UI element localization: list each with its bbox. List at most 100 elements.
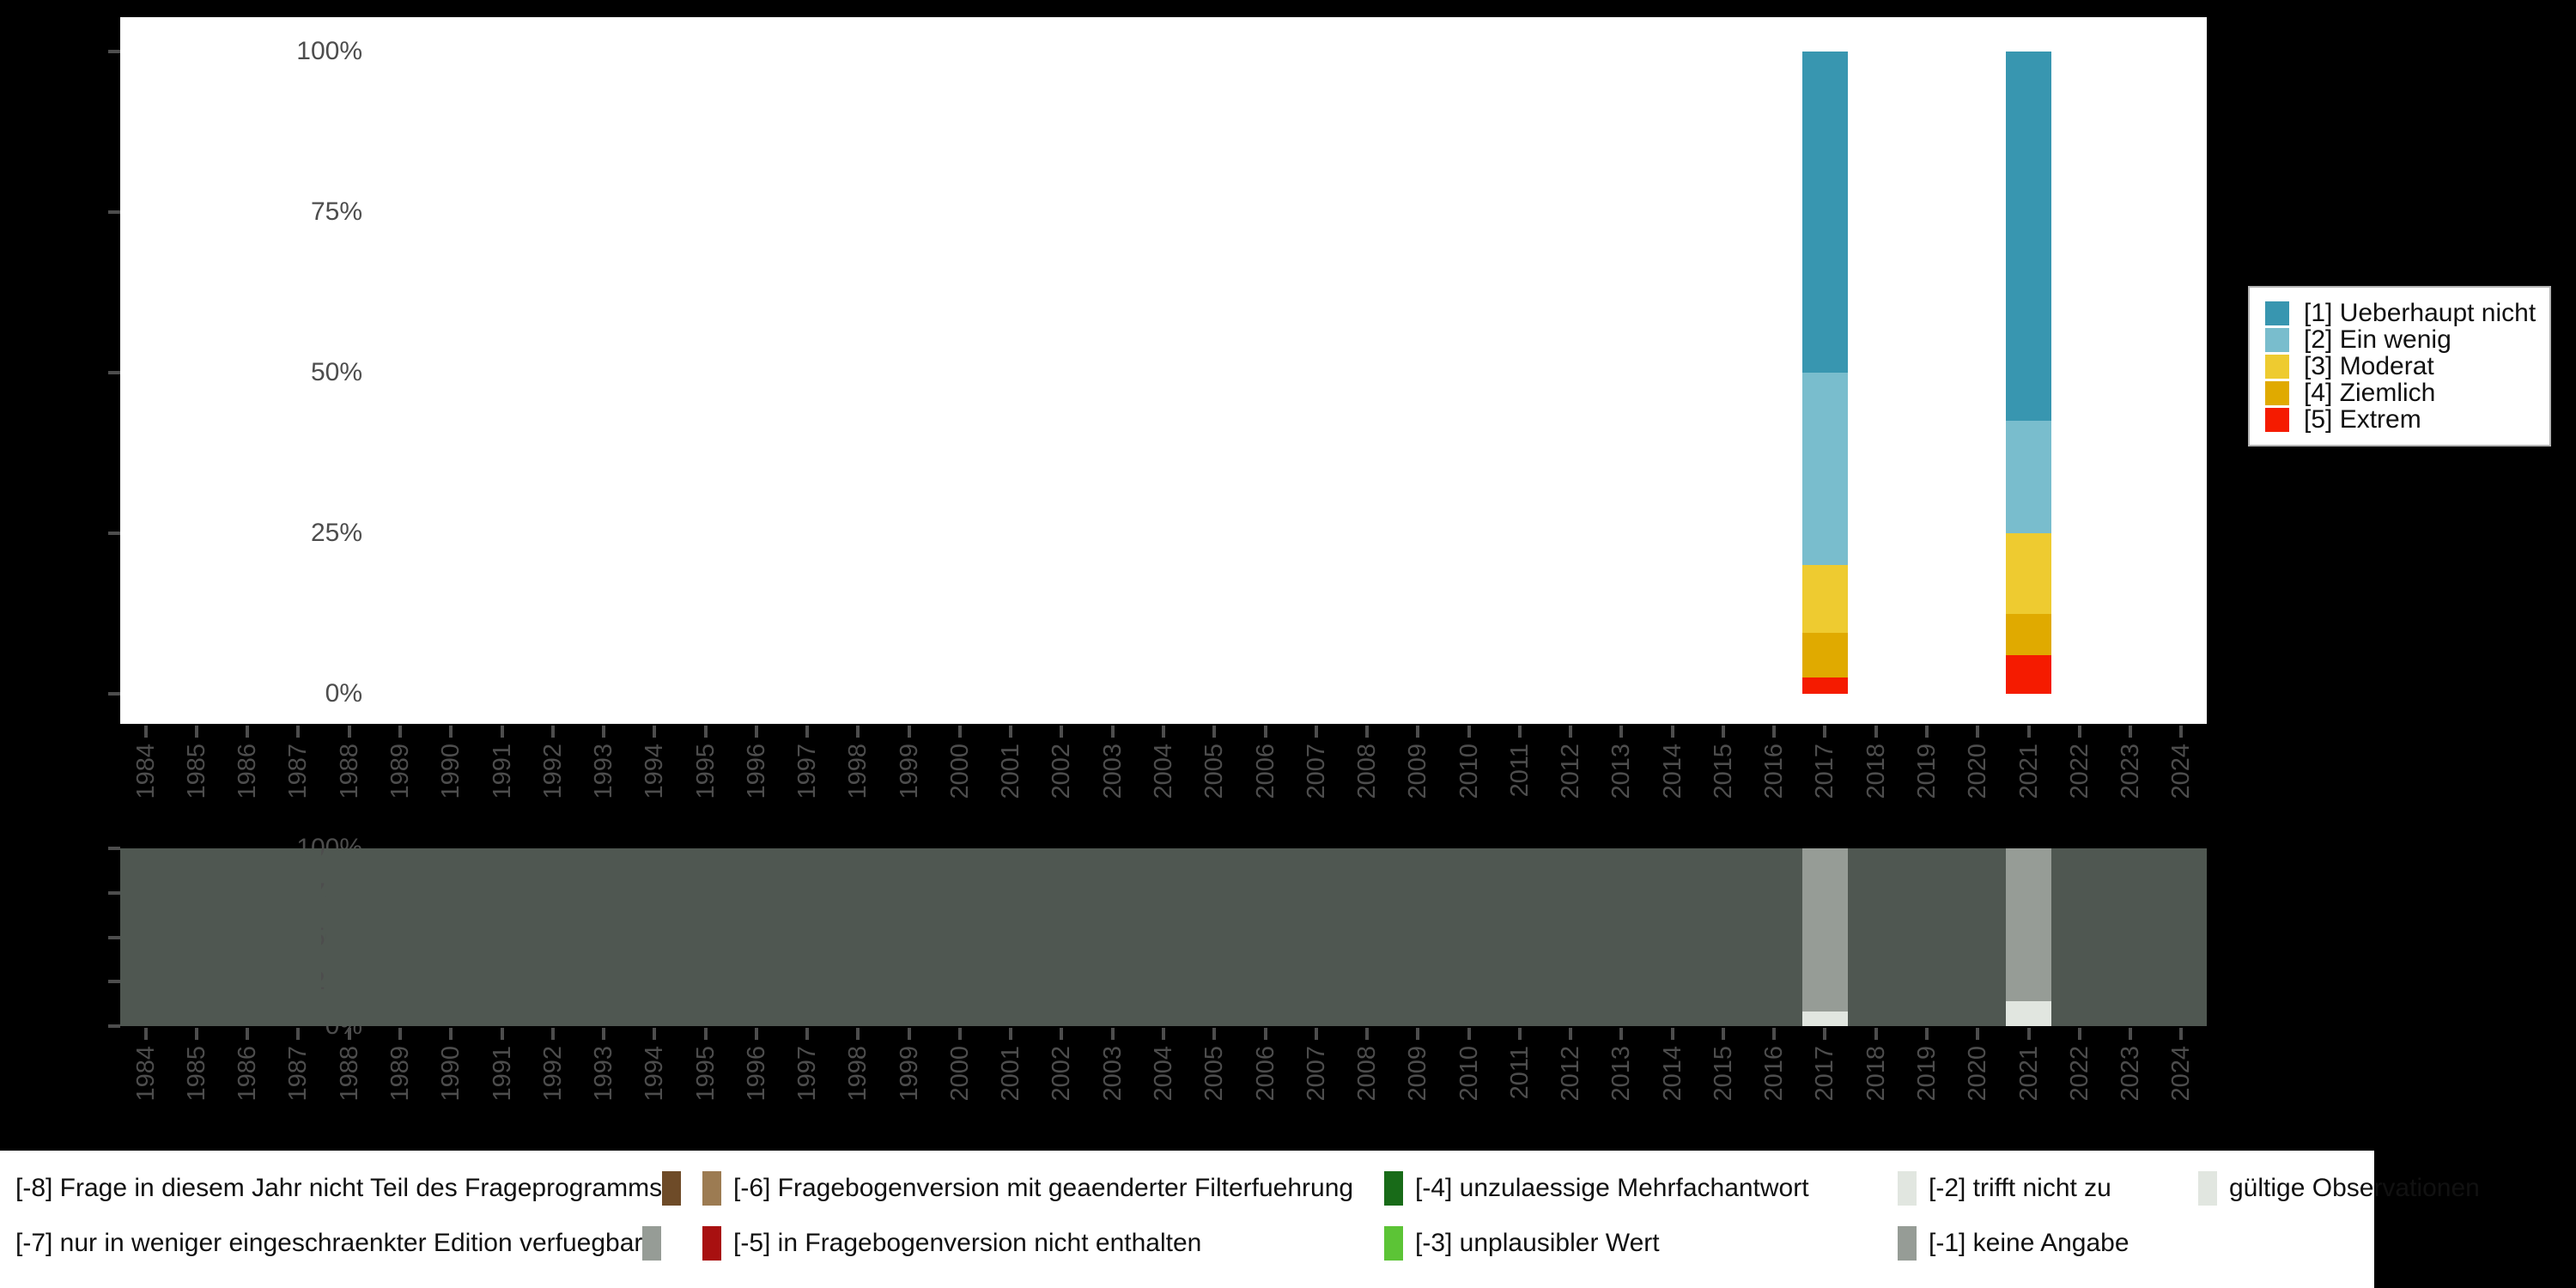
missings-bar <box>733 848 780 1026</box>
top-x-tick-label: 1992 <box>538 744 567 799</box>
missings-bar-segment <box>1090 848 1136 1026</box>
missings-bar <box>1700 848 1747 1026</box>
missings-x-tick-mark <box>1670 1028 1674 1040</box>
top-x-tick-mark <box>2077 726 2081 738</box>
top-x-tick-label: 2002 <box>1048 744 1076 799</box>
missings-bar <box>173 848 220 1026</box>
missing-legend-label: [-1] keine Angabe <box>1929 1229 2129 1257</box>
missings-bar <box>1801 848 1848 1026</box>
top-x-tick-label: 1999 <box>895 744 923 799</box>
missings-y-tick-mark <box>108 847 120 850</box>
missings-bar-segment <box>479 848 525 1026</box>
missing-legend-label: [-3] unplausibler Wert <box>1415 1229 1660 1257</box>
missings-x-tick-mark <box>907 1028 911 1040</box>
missings-x-tick-label: 2018 <box>1862 1046 1890 1102</box>
missing-legend-item[interactable]: [-7] nur in weniger eingeschraenkter Edi… <box>15 1224 662 1262</box>
legend-item[interactable]: [1] Ueberhaupt nicht <box>2265 300 2536 326</box>
missings-bar <box>1038 848 1084 1026</box>
missing-legend-label: [-8] Frage in diesem Jahr nicht Teil des… <box>15 1174 663 1202</box>
missings-x-tick-label: 2020 <box>1964 1046 1992 1102</box>
missings-x-tick-mark <box>1569 1028 1573 1040</box>
missings-bar <box>2107 848 2154 1026</box>
missings-x-tick-mark <box>703 1028 708 1040</box>
top-x-tick-mark <box>1772 726 1777 738</box>
missings-x-tick-mark <box>1416 1028 1420 1040</box>
top-x-tick-label: 2019 <box>1913 744 1941 799</box>
top-x-tick-label: 1994 <box>641 744 669 799</box>
top-x-tick-label: 1991 <box>488 744 516 799</box>
top-x-tick-mark <box>2179 726 2184 738</box>
missings-bar-segment <box>428 848 474 1026</box>
top-x-tick-label: 2009 <box>1404 744 1432 799</box>
missing-legend-item[interactable]: [-4] unzulaessige Mehrfachantwort <box>1384 1170 1809 1207</box>
top-y-tick-mark <box>108 210 120 214</box>
missings-x-tick-label: 2002 <box>1048 1046 1076 1102</box>
top-x-tick-mark <box>550 726 555 738</box>
missing-legend-item[interactable]: [-1] keine Angabe <box>1898 1224 2129 1262</box>
top-x-tick-mark <box>653 726 657 738</box>
missing-values-legend: [-8] Frage in diesem Jahr nicht Teil des… <box>0 1151 2480 1288</box>
top-x-tick-label: 2004 <box>1150 744 1177 799</box>
legend-item[interactable]: [4] Ziemlich <box>2265 380 2536 406</box>
missings-bar-segment <box>1394 848 1441 1026</box>
top-x-tick-mark <box>1874 726 1878 738</box>
top-y-tick-mark <box>108 371 120 374</box>
missings-bar <box>580 848 627 1026</box>
missings-x-tick-label: 2013 <box>1607 1046 1636 1102</box>
top-x-tick-label: 1984 <box>131 744 160 799</box>
missing-legend-item[interactable]: [-5] in Fragebogenversion nicht enthalte… <box>702 1224 1201 1262</box>
missings-x-tick-label: 2023 <box>2117 1046 2145 1102</box>
missings-x-tick-label: 1995 <box>691 1046 720 1102</box>
missings-x-tick-label: 2016 <box>1760 1046 1789 1102</box>
top-x-tick-mark <box>1721 726 1725 738</box>
missings-x-tick-label: 1990 <box>437 1046 465 1102</box>
missing-legend-item[interactable]: [-6] Fragebogenversion mit geaenderter F… <box>702 1170 1353 1207</box>
missing-legend-swatch <box>1384 1226 1403 1261</box>
missings-bar <box>2158 848 2204 1026</box>
missing-legend-item[interactable]: [-2] trifft nicht zu <box>1898 1170 2111 1207</box>
top-x-tick-label: 2008 <box>1353 744 1382 799</box>
top-x-tick-label: 2023 <box>2117 744 2145 799</box>
missings-x-tick-mark <box>246 1028 250 1040</box>
missings-bar <box>1140 848 1187 1026</box>
top-x-tick-mark <box>1517 726 1522 738</box>
category-legend: [1] Ueberhaupt nicht [2] Ein wenig [3] Mod… <box>2248 286 2552 447</box>
missing-legend-item[interactable]: gültige Observationen <box>2198 1170 2480 1207</box>
top-x-tick-mark <box>194 726 198 738</box>
stacked-bar <box>2006 52 2052 694</box>
missing-legend-item[interactable]: [-3] unplausibler Wert <box>1384 1224 1660 1262</box>
legend-item[interactable]: [5] Extrem <box>2265 406 2536 433</box>
top-x-tick-label: 1996 <box>742 744 770 799</box>
missings-bar-segment <box>1904 848 1950 1026</box>
missings-bar-segment <box>1598 848 1644 1026</box>
top-x-tick-mark <box>449 726 453 738</box>
missings-bar-segment <box>1853 848 1899 1026</box>
legend-color-swatch <box>2265 380 2289 405</box>
top-x-tick-label: 2021 <box>2014 744 2043 799</box>
missings-bar-segment <box>631 848 677 1026</box>
missings-x-tick-label: 1991 <box>488 1046 516 1102</box>
top-x-tick-mark <box>1619 726 1624 738</box>
missings-x-tick-mark <box>1110 1028 1115 1040</box>
top-x-tick-mark <box>2026 726 2031 738</box>
top-x-tick-mark <box>1263 726 1267 738</box>
missings-bar-segment <box>1293 848 1340 1026</box>
missings-bar <box>1242 848 1289 1026</box>
missings-bar <box>377 848 423 1026</box>
missings-x-tick-mark <box>500 1028 504 1040</box>
missings-bar-segment <box>1497 848 1543 1026</box>
legend-item[interactable]: [3] Moderat <box>2265 353 2536 380</box>
missing-legend-item[interactable]: [-8] Frage in diesem Jahr nicht Teil des… <box>15 1170 682 1207</box>
top-x-tick-label: 1989 <box>386 744 414 799</box>
legend-item-label: [4] Ziemlich <box>2304 378 2436 407</box>
top-x-tick-label: 2014 <box>1658 744 1686 799</box>
legend-item[interactable]: [2] Ein wenig <box>2265 326 2536 353</box>
missings-bar <box>1649 848 1696 1026</box>
missings-x-tick-mark <box>1467 1028 1471 1040</box>
missings-x-tick-mark <box>957 1028 962 1040</box>
missings-bar <box>1446 848 1492 1026</box>
missings-x-tick-label: 1998 <box>844 1046 872 1102</box>
legend-color-swatch <box>2265 407 2289 432</box>
missings-bar <box>1904 848 1950 1026</box>
top-x-tick-mark <box>1110 726 1115 738</box>
